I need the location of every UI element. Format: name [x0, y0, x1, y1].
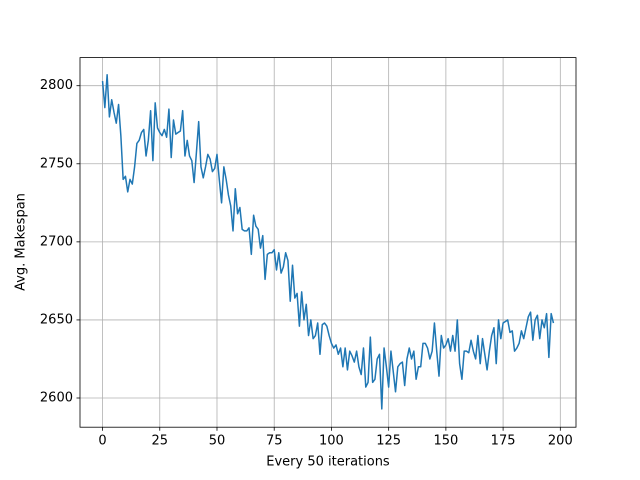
- x-tick-label: 25: [151, 434, 168, 449]
- x-tick-label: 175: [491, 434, 516, 449]
- x-tick-label: 150: [433, 434, 458, 449]
- x-axis-label: Every 50 iterations: [266, 455, 390, 470]
- y-tick-label: 2750: [40, 156, 73, 171]
- plot-frame: [79, 57, 577, 428]
- y-tick-label: 2700: [40, 234, 73, 249]
- x-tick-label: 75: [266, 434, 283, 449]
- y-tick-label: 2650: [40, 312, 73, 327]
- x-tick-label: 50: [209, 434, 226, 449]
- data-line: [101, 74, 555, 410]
- x-tick-label: 125: [376, 434, 401, 449]
- x-tick-label: 200: [548, 434, 573, 449]
- y-tick-label: 2800: [40, 78, 73, 93]
- x-tick-label: 100: [319, 434, 344, 449]
- y-axis-label: Avg. Makespan: [14, 193, 29, 291]
- y-tick-label: 2600: [40, 391, 73, 406]
- x-tick-label: 0: [98, 434, 106, 449]
